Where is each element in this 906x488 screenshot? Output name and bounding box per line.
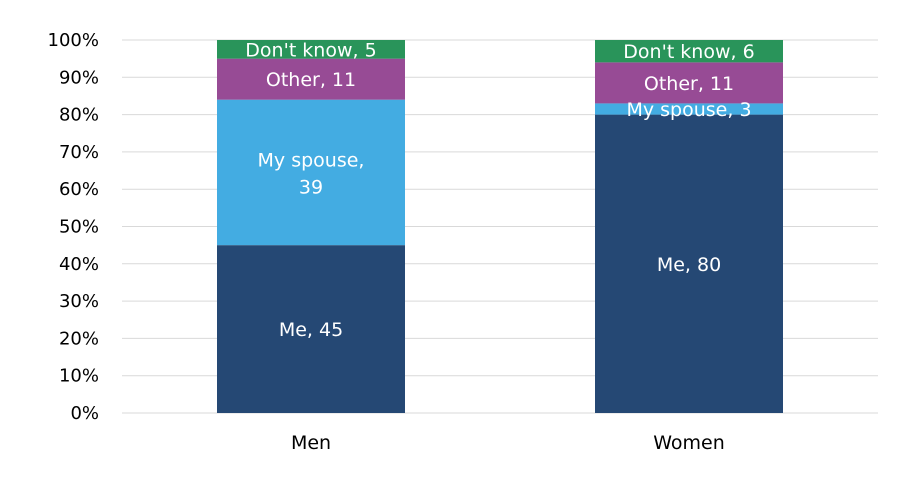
- bar-segment: [595, 40, 783, 63]
- y-tick-label: 70%: [59, 142, 99, 163]
- y-tick-label: 20%: [59, 328, 99, 349]
- y-tick-label: 80%: [59, 105, 99, 126]
- data-label: My spouse, 39: [258, 149, 365, 198]
- bars: [217, 40, 783, 413]
- data-label: Me, 45: [279, 319, 343, 341]
- data-label: Other, 11: [266, 69, 356, 91]
- data-label: My spouse, 3: [626, 99, 751, 121]
- data-label: Don't know, 5: [245, 39, 376, 61]
- x-category-label: Women: [653, 432, 725, 454]
- x-category-label: Men: [291, 432, 331, 454]
- data-labels: Me, 45 My spouse, 39 Other, 11 Don't know, 5…: [245, 39, 754, 341]
- x-axis-categories: Men Women: [291, 432, 725, 454]
- y-tick-label: 60%: [59, 179, 99, 200]
- y-tick-label: 0%: [70, 403, 99, 424]
- bar-segment: [595, 62, 783, 104]
- bar-segment: [217, 245, 405, 413]
- bar-segment: [217, 99, 405, 246]
- data-label: Other, 11: [644, 73, 734, 95]
- y-tick-label: 40%: [59, 254, 99, 275]
- y-axis-ticks: 0% 10% 20% 30% 40% 50% 60% 70% 80% 90% 100%: [48, 30, 99, 424]
- y-tick-label: 50%: [59, 217, 99, 238]
- bar-segment: [217, 40, 405, 59]
- data-label: Me, 80: [657, 254, 721, 276]
- y-tick-label: 90%: [59, 67, 99, 88]
- y-tick-label: 100%: [48, 30, 99, 51]
- bar-segment: [595, 114, 783, 413]
- bar-segment: [217, 58, 405, 100]
- y-tick-label: 30%: [59, 291, 99, 312]
- data-label: Don't know, 6: [623, 41, 754, 63]
- y-tick-label: 10%: [59, 366, 99, 387]
- bar-segment: [595, 103, 783, 115]
